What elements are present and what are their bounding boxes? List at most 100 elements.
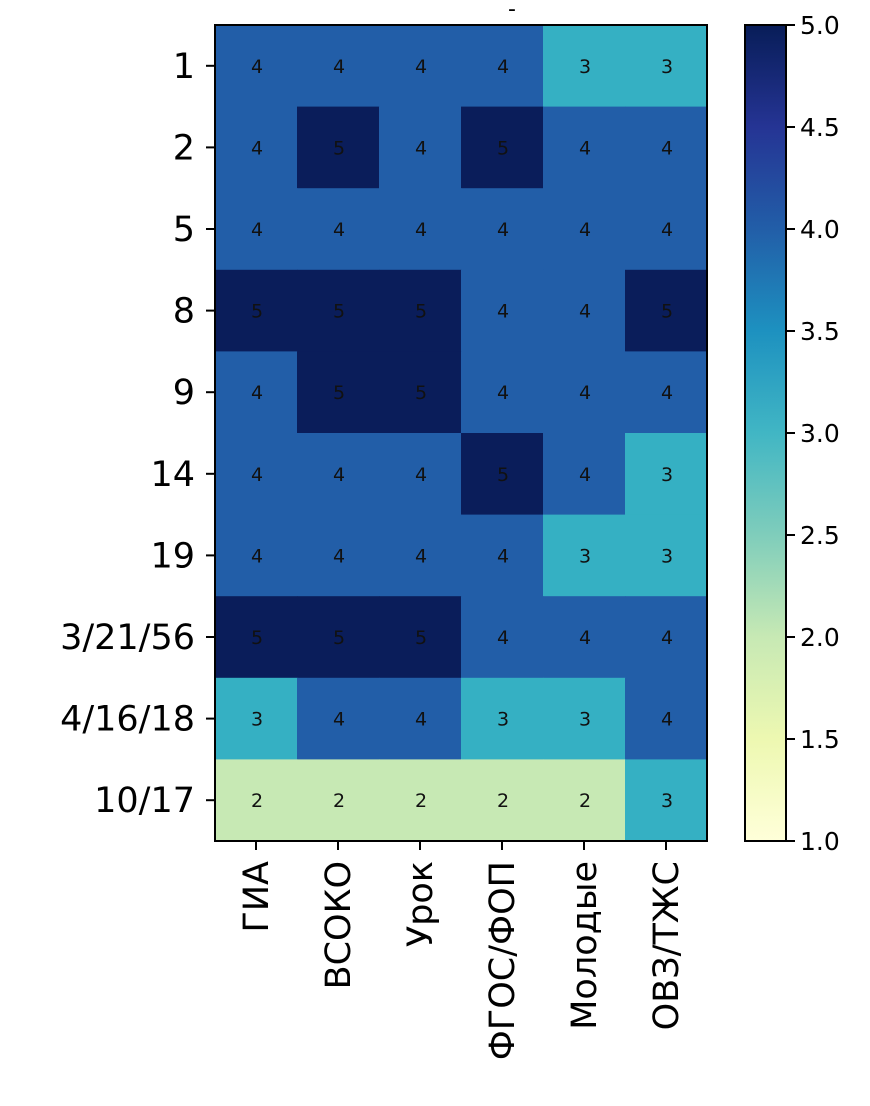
cell-value-label: 4 bbox=[251, 545, 263, 567]
cell-value-label: 5 bbox=[661, 301, 673, 323]
cell-value-label: 4 bbox=[333, 219, 345, 241]
heatmap-cell bbox=[543, 351, 626, 434]
colorbar-tick-label: 5.0 bbox=[800, 11, 840, 40]
heatmap-cell bbox=[543, 677, 626, 760]
cell-value-label: 5 bbox=[333, 382, 345, 404]
heatmap-cell bbox=[461, 106, 544, 189]
cell-value-label: 4 bbox=[579, 382, 591, 404]
cell-value-label: 3 bbox=[661, 56, 673, 78]
heatmap-cell bbox=[461, 596, 544, 679]
cell-value-label: 4 bbox=[661, 627, 673, 649]
cell-value-label: 5 bbox=[333, 137, 345, 159]
heatmap-cell bbox=[215, 106, 298, 189]
heatmap-cell bbox=[625, 514, 708, 597]
cell-value-label: 4 bbox=[579, 627, 591, 649]
cell-value-label: 4 bbox=[497, 545, 509, 567]
heatmap-cell bbox=[461, 25, 544, 108]
heatmap-cell bbox=[215, 269, 298, 352]
heatmap-cell bbox=[461, 759, 544, 842]
heatmap-cell bbox=[297, 596, 380, 679]
colorbar: 1.0 1.5 2.0 2.5 3.0 3.5 4.0 4.5 5.0 bbox=[744, 11, 840, 856]
heatmap-cell bbox=[379, 188, 462, 271]
heatmap-cell bbox=[379, 269, 462, 352]
cell-value-label: 3 bbox=[661, 790, 673, 812]
heatmap-cell bbox=[625, 759, 708, 842]
heatmap-cell bbox=[297, 269, 380, 352]
y-tick-label: 19 bbox=[150, 536, 195, 576]
heatmap-cell bbox=[461, 269, 544, 352]
cell-value-label: 4 bbox=[661, 137, 673, 159]
heatmap-cell bbox=[215, 596, 298, 679]
colorbar-tick-label: 1.0 bbox=[800, 827, 840, 856]
cell-value-label: 5 bbox=[415, 301, 427, 323]
heatmap-cell bbox=[461, 514, 544, 597]
y-tick-label: 9 bbox=[173, 373, 195, 413]
cell-value-label: 4 bbox=[333, 56, 345, 78]
heatmap-cell bbox=[625, 677, 708, 760]
heatmap-cell bbox=[543, 433, 626, 516]
cell-value-label: 3 bbox=[579, 709, 591, 731]
heatmap-cell bbox=[297, 106, 380, 189]
heatmap-cell bbox=[215, 188, 298, 271]
colorbar-tick-label: 4.5 bbox=[800, 113, 840, 142]
cell-value-label: 5 bbox=[497, 464, 509, 486]
heatmap-cell bbox=[625, 596, 708, 679]
heatmap-cell bbox=[379, 106, 462, 189]
cell-value-label: 4 bbox=[333, 464, 345, 486]
heatmap-cell bbox=[215, 25, 298, 108]
heatmap-cell bbox=[543, 514, 626, 597]
colorbar-tick-label: 2.0 bbox=[800, 623, 840, 652]
cell-value-label: 5 bbox=[415, 382, 427, 404]
cell-value-label: 5 bbox=[251, 301, 263, 323]
cell-value-label: 2 bbox=[497, 790, 509, 812]
heatmap-cell bbox=[379, 25, 462, 108]
cell-value-label: 3 bbox=[661, 545, 673, 567]
cell-value-label: 2 bbox=[415, 790, 427, 812]
cell-value-label: 5 bbox=[415, 627, 427, 649]
heatmap-cell bbox=[461, 188, 544, 271]
colorbar-tick-label: 2.5 bbox=[800, 521, 840, 550]
x-tick-label: ВСОКО bbox=[319, 861, 359, 989]
heatmap-cell bbox=[543, 269, 626, 352]
cell-value-label: 4 bbox=[251, 464, 263, 486]
cell-value-label: 4 bbox=[415, 464, 427, 486]
colorbar-tick-label: 4.0 bbox=[800, 215, 840, 244]
cell-value-label: 4 bbox=[579, 219, 591, 241]
cell-value-label: 3 bbox=[579, 545, 591, 567]
y-tick-label: 2 bbox=[173, 128, 195, 168]
y-tick-label: 3/21/56 bbox=[60, 618, 195, 658]
chart-title: - bbox=[508, 0, 516, 22]
heatmap-cell bbox=[625, 25, 708, 108]
heatmap-cell bbox=[625, 433, 708, 516]
heatmap-cell-labels: 4 4 4 4 3 3 4 5 4 5 4 4 4 4 4 4 4 4 5 5 5 4 4 5 4 5 5 4 4 4 4 4 4 5 4 3 4 4 4 4… bbox=[251, 56, 673, 812]
cell-value-label: 4 bbox=[497, 301, 509, 323]
heatmap-cell bbox=[625, 269, 708, 352]
heatmap-cell bbox=[297, 433, 380, 516]
heatmap-cell bbox=[543, 759, 626, 842]
heatmap-cell bbox=[461, 351, 544, 434]
colorbar-tick-label: 1.5 bbox=[800, 725, 840, 754]
cell-value-label: 4 bbox=[333, 545, 345, 567]
y-tick-label: 8 bbox=[173, 292, 195, 332]
cell-value-label: 4 bbox=[579, 137, 591, 159]
heatmap-cell bbox=[297, 677, 380, 760]
heatmap-cell bbox=[379, 677, 462, 760]
y-tick-label: 10/17 bbox=[94, 781, 195, 821]
cell-value-label: 4 bbox=[661, 709, 673, 731]
heatmap-cell bbox=[297, 25, 380, 108]
cell-value-label: 4 bbox=[579, 301, 591, 323]
heatmap-cell bbox=[215, 514, 298, 597]
cell-value-label: 4 bbox=[251, 382, 263, 404]
colorbar-tick-label: 3.0 bbox=[800, 419, 840, 448]
heatmap-cell bbox=[461, 677, 544, 760]
heatmap-cell bbox=[625, 106, 708, 189]
cell-value-label: 4 bbox=[661, 219, 673, 241]
cell-value-label: 3 bbox=[497, 709, 509, 731]
heatmap-cell bbox=[297, 351, 380, 434]
heatmap-cell bbox=[625, 188, 708, 271]
cell-value-label: 3 bbox=[251, 709, 263, 731]
heatmap-cell bbox=[543, 596, 626, 679]
cell-value-label: 4 bbox=[251, 137, 263, 159]
cell-value-label: 3 bbox=[579, 56, 591, 78]
